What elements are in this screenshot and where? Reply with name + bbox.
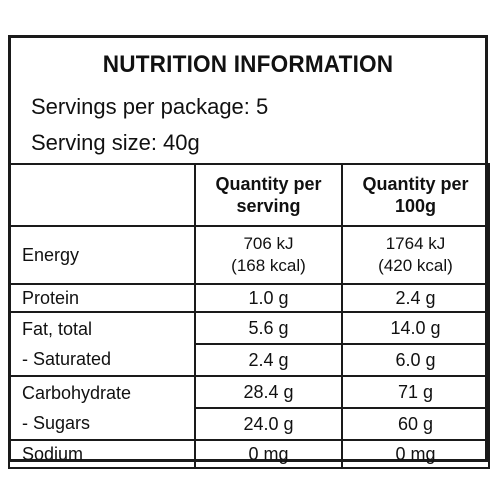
carbohydrate-labels: Carbohydrate - Sugars (8, 375, 196, 441)
carbohydrate-per-serving-value: 28.4 g (196, 377, 341, 409)
energy-per-100g: 1764 kJ (420 kcal) (341, 225, 490, 285)
protein-label: Protein (8, 283, 196, 313)
header-empty-cell (8, 163, 196, 227)
carbohydrate-label: Carbohydrate (22, 383, 132, 403)
table-row-fat: Fat, total - Saturated 5.6 g 2.4 g 14.0 … (8, 311, 490, 377)
energy-per-serving-kcal: (168 kcal) (231, 256, 306, 275)
sugars-per-100g: 60 g (397, 414, 434, 434)
header-per-100g-line2: 100g (394, 196, 437, 216)
energy-per-100g-kj: 1764 kJ (385, 234, 446, 253)
table-row-protein: Protein 1.0 g 2.4 g (8, 283, 490, 313)
header-per-serving: Quantity per serving (194, 163, 343, 227)
fat-labels: Fat, total - Saturated (8, 311, 196, 377)
fat-per-serving: 5.6 g 2.4 g (194, 311, 343, 377)
sodium-per-100g: 0 mg (341, 439, 490, 469)
servings-per-package: Servings per package: 5 (31, 94, 269, 119)
fat-total-per-100g: 14.0 g (343, 313, 488, 345)
carbohydrate-per-100g: 71 g 60 g (341, 375, 490, 441)
energy-per-serving: 706 kJ (168 kcal) (194, 225, 343, 285)
header-per-100g-line1: Quantity per (362, 174, 469, 194)
serving-size: Serving size: 40g (31, 130, 200, 155)
carbohydrate-per-100g-value: 71 g (343, 377, 488, 409)
fat-total-label: Fat, total (22, 319, 93, 339)
fat-total-per-serving: 5.6 g (196, 313, 341, 345)
sugars-label: - Sugars (22, 413, 91, 433)
nutrition-panel: NUTRITION INFORMATION Servings per packa… (8, 35, 490, 469)
sodium-label: Sodium (8, 439, 196, 469)
carbohydrate-per-serving: 28.4 g 24.0 g (194, 375, 343, 441)
sodium-per-serving: 0 mg (194, 439, 343, 469)
header-per-100g: Quantity per 100g (341, 163, 490, 227)
saturated-per-100g: 6.0 g (395, 350, 436, 370)
panel-title: NUTRITION INFORMATION (102, 51, 394, 78)
protein-per-serving: 1.0 g (194, 283, 343, 313)
table-row-carbohydrate: Carbohydrate - Sugars 28.4 g 24.0 g 71 g… (8, 375, 490, 441)
nutrition-table: Quantity per serving Quantity per 100g E… (8, 163, 490, 469)
energy-per-100g-kcal: (420 kcal) (378, 256, 453, 275)
fat-per-100g: 14.0 g 6.0 g (341, 311, 490, 377)
saturated-per-serving: 2.4 g (248, 350, 289, 370)
energy-per-serving-kj: 706 kJ (243, 234, 294, 253)
table-header-row: Quantity per serving Quantity per 100g (8, 163, 490, 227)
header-per-serving-line1: Quantity per (215, 174, 322, 194)
sugars-per-serving: 24.0 g (243, 414, 294, 434)
table-row-sodium: Sodium 0 mg 0 mg (8, 439, 490, 469)
protein-per-100g: 2.4 g (341, 283, 490, 313)
table-row-energy: Energy 706 kJ (168 kcal) 1764 kJ (420 kc… (8, 225, 490, 285)
header-per-serving-line2: serving (236, 196, 301, 216)
energy-label: Energy (8, 225, 196, 285)
saturated-label: - Saturated (22, 349, 112, 369)
